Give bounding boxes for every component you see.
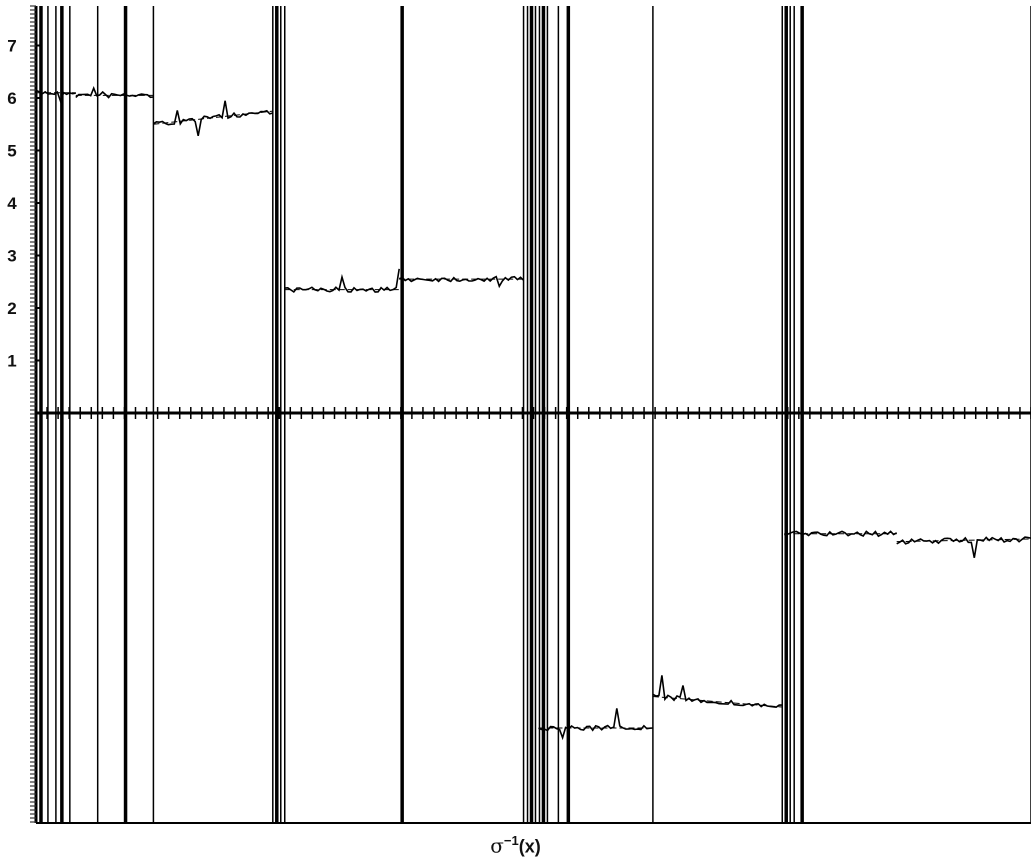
x-axis-label-exponent: −1 (503, 833, 519, 848)
series-trace (398, 275, 525, 289)
x-axis-label-symbol: σ (490, 833, 504, 858)
y-tick-label: 1 (7, 352, 16, 371)
x-axis-label-argument: (x) (518, 836, 541, 857)
series-layer (35, 86, 1031, 741)
vertical-transients (39, 6, 1031, 823)
series-trace (152, 100, 274, 136)
series-trace (75, 86, 154, 99)
series-trace (35, 89, 76, 104)
x-axis-label: σ−1(x) (0, 833, 1031, 858)
y-tick-label: 2 (7, 299, 16, 318)
y-tick-label: 6 (7, 89, 16, 108)
series-trace (896, 536, 1031, 558)
series-trace (652, 675, 783, 709)
y-tick-labels: 1 2 3 4 5 6 7 (7, 37, 17, 371)
x-axis (35, 407, 1031, 419)
y-tick-label: 7 (7, 37, 16, 56)
y-tick-label: 3 (7, 247, 16, 266)
series-trace (284, 268, 400, 293)
y-tick-label: 4 (7, 194, 17, 213)
y-tick-label: 5 (7, 142, 16, 161)
series-trace (538, 708, 653, 741)
series-trace (784, 530, 898, 538)
